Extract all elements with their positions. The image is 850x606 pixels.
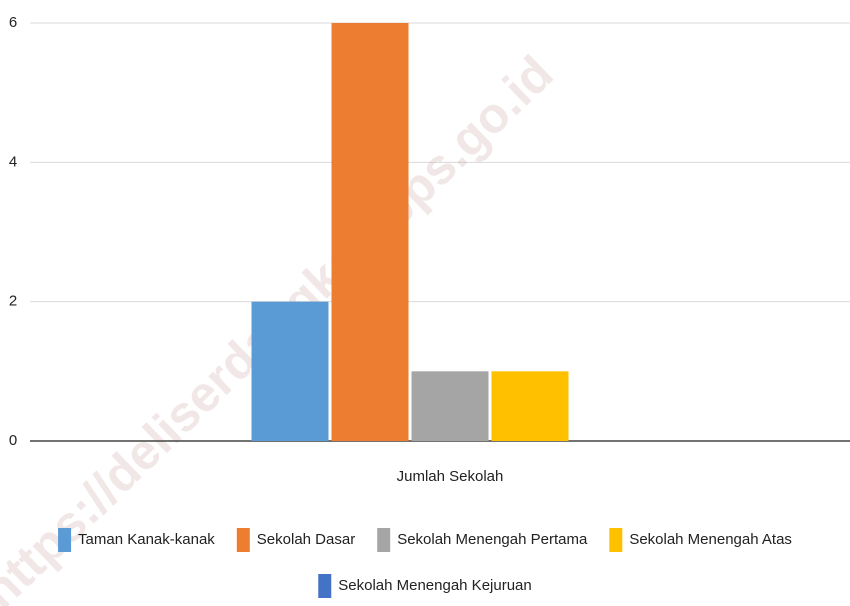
- legend-swatch: [609, 528, 623, 552]
- legend-label: Sekolah Menengah Kejuruan: [338, 577, 531, 594]
- y-tick-label: 4: [9, 153, 17, 170]
- legend-swatch: [318, 574, 332, 598]
- x-tick-label: Jumlah Sekolah: [397, 468, 504, 485]
- bar: [491, 371, 569, 441]
- y-tick-label: 6: [9, 14, 17, 31]
- legend-label: Sekolah Menengah Pertama: [397, 531, 588, 548]
- y-tick-label: 0: [9, 432, 17, 449]
- bar: [251, 301, 329, 441]
- bar: [411, 371, 489, 441]
- legend-label: Sekolah Dasar: [257, 531, 355, 548]
- bar: [331, 23, 409, 441]
- legend-swatch: [236, 528, 250, 552]
- y-tick-label: 2: [9, 293, 17, 310]
- legend-swatch: [58, 528, 72, 552]
- legend-label: Taman Kanak-kanak: [78, 531, 215, 548]
- legend-label: Sekolah Menengah Atas: [629, 531, 792, 548]
- legend-swatch: [377, 528, 391, 552]
